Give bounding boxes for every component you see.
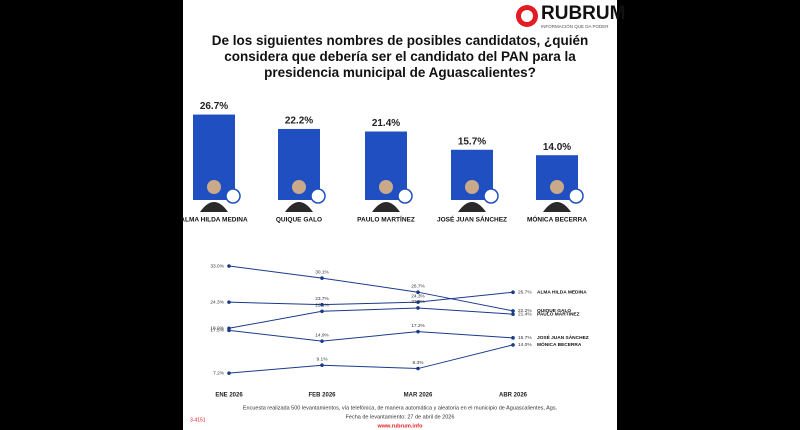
footnote: Encuesta realizada 500 levantamientos, v… bbox=[243, 405, 558, 411]
point bbox=[416, 329, 420, 334]
value-label: 9.1% bbox=[317, 357, 329, 363]
line bbox=[228, 307, 514, 329]
x-tick-label: QUIQUE GALO bbox=[276, 217, 322, 224]
brand: RUBRUM bbox=[541, 3, 625, 24]
value-label: 26.7% bbox=[518, 289, 532, 295]
pan-badge bbox=[225, 188, 241, 204]
line bbox=[228, 329, 514, 342]
value-label: 23.7% bbox=[315, 296, 329, 302]
x-tick-label: JOSÉ JUAN SÁNCHEZ bbox=[437, 215, 507, 224]
chart-title: De los siguientes nombres de posibles ca… bbox=[211, 33, 589, 80]
code: 3-4151 bbox=[190, 417, 206, 423]
point bbox=[320, 309, 324, 314]
photo-head bbox=[550, 180, 564, 194]
photo-head bbox=[292, 180, 306, 194]
photo-head bbox=[379, 180, 393, 194]
point bbox=[511, 290, 515, 294]
legend-label: QUIQUE GALO bbox=[537, 308, 571, 314]
value-label: 14.9% bbox=[315, 332, 329, 338]
legend-label: ALMA HILDA MEDINA bbox=[537, 289, 587, 295]
x-tick-label: ABR 2026 bbox=[499, 393, 528, 399]
value-label: 22.1% bbox=[315, 303, 329, 309]
value-label: 24.3% bbox=[210, 299, 224, 305]
point bbox=[416, 306, 420, 310]
photo-head bbox=[207, 180, 221, 194]
value-label: 30.1% bbox=[315, 269, 329, 275]
line bbox=[228, 344, 514, 374]
point bbox=[511, 336, 515, 340]
value-label: 21.4% bbox=[372, 118, 400, 129]
value-label: 14.0% bbox=[518, 342, 532, 348]
logo-icon bbox=[521, 10, 533, 22]
photo-head bbox=[465, 180, 479, 194]
value-label: 22.2% bbox=[285, 116, 313, 127]
value-label: 15.7% bbox=[458, 136, 486, 147]
point bbox=[416, 300, 420, 304]
point bbox=[320, 363, 324, 368]
photo-body bbox=[372, 202, 400, 212]
x-tick-label: FEB 2026 bbox=[308, 393, 336, 399]
pan-badge bbox=[568, 188, 584, 204]
point bbox=[227, 300, 231, 304]
photo-body bbox=[543, 202, 571, 212]
value-label: 33.0% bbox=[210, 263, 224, 269]
line bbox=[228, 291, 514, 306]
photo-body bbox=[458, 202, 486, 212]
value-label: 26.7% bbox=[411, 283, 425, 289]
point bbox=[227, 264, 231, 268]
value-label: 14.0% bbox=[543, 142, 571, 153]
point bbox=[227, 371, 231, 375]
point bbox=[227, 328, 231, 333]
value-label: 24.3% bbox=[411, 293, 425, 299]
legend-label: MÓNICA BECERRA bbox=[537, 340, 582, 348]
value-label: 26.7% bbox=[200, 101, 228, 112]
photo-body bbox=[285, 202, 313, 212]
point bbox=[320, 339, 324, 343]
date: Fecha de levantamiento: 27 de abril de 2… bbox=[346, 414, 455, 420]
point bbox=[416, 290, 420, 294]
photo-body bbox=[200, 202, 228, 212]
tagline: INFORMACIÓN QUE DA PODER bbox=[541, 23, 609, 29]
point bbox=[416, 366, 420, 371]
point bbox=[511, 309, 515, 313]
value-label: 18.0% bbox=[210, 326, 224, 332]
pan-badge bbox=[397, 188, 413, 204]
point bbox=[320, 276, 324, 280]
x-tick-label: MÓNICA BECERRA bbox=[527, 215, 587, 224]
value-label: 17.5% bbox=[210, 328, 224, 334]
point bbox=[320, 302, 324, 307]
legend-label: JOSÉ JUAN SÁNCHEZ bbox=[537, 333, 589, 341]
pan-badge bbox=[310, 188, 326, 204]
value-label: 15.7% bbox=[518, 335, 532, 341]
pan-badge bbox=[483, 188, 499, 204]
value-label: 8.3% bbox=[413, 360, 425, 366]
point bbox=[511, 312, 515, 316]
x-tick-label: MAR 2026 bbox=[404, 393, 433, 399]
value-label: 22.9% bbox=[411, 299, 425, 305]
legend-label: PAULO MARTÍNEZ bbox=[537, 309, 580, 317]
panel bbox=[183, 0, 617, 430]
x-tick-label: ALMA HILDA MEDINA bbox=[180, 217, 248, 224]
x-tick-label: ENE 2026 bbox=[215, 393, 243, 399]
value-label: 17.2% bbox=[411, 323, 425, 329]
value-label: 21.4% bbox=[518, 311, 532, 317]
line bbox=[228, 265, 514, 312]
value-label: 22.2% bbox=[518, 308, 532, 314]
url: www.rubrum.info bbox=[376, 423, 423, 429]
x-tick-label: PAULO MARTÍNEZ bbox=[357, 215, 415, 224]
point bbox=[511, 343, 515, 347]
value-label: 7.2% bbox=[213, 370, 225, 376]
